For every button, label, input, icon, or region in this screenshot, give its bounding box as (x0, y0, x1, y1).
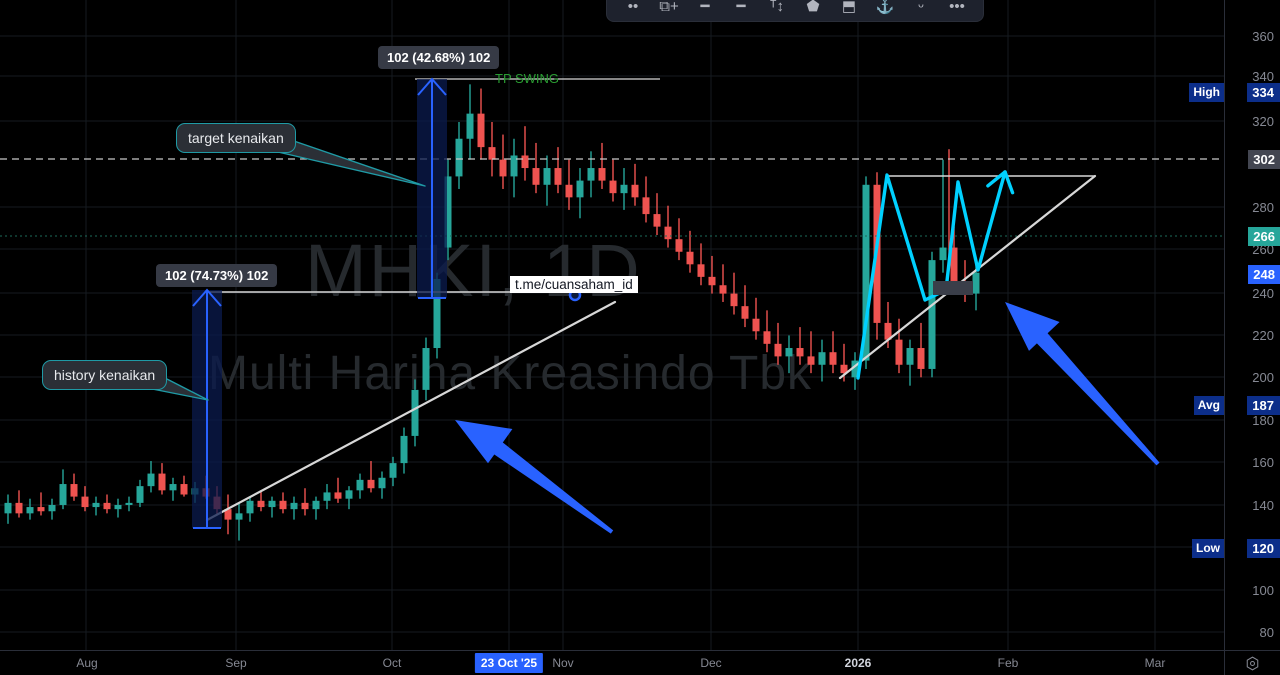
price-tick: 200 (1252, 370, 1274, 385)
callout-target-kenaikan[interactable]: target kenaikan (176, 123, 296, 153)
time-tick-label: Sep (225, 656, 247, 670)
time-tick-label: Aug (76, 656, 98, 670)
measurement-label-history[interactable]: 102 (74.73%) 102 (156, 264, 278, 287)
avg-marker-value: 187 (1247, 396, 1280, 415)
lock-icon[interactable]: ⬒ (841, 0, 857, 15)
trash-icon[interactable]: ᵕ (918, 0, 924, 15)
candlestick-series (4, 84, 980, 541)
text-settings-icon[interactable]: ᵀ↕ (770, 0, 784, 15)
drag-dots-icon[interactable]: •• (627, 0, 639, 15)
time-tick-label: Dec (700, 656, 722, 670)
measurement-label-tp[interactable]: 102 (42.68%) 102 (378, 46, 500, 69)
price-tick: 240 (1252, 286, 1274, 301)
magnet-icon[interactable]: ⬟ (806, 0, 820, 15)
anchor-icon[interactable]: ⚓ (875, 0, 895, 15)
price-tick: 360 (1252, 29, 1274, 44)
last-price-badge[interactable]: 266 (1248, 227, 1280, 246)
low-marker-value: 120 (1247, 539, 1280, 558)
time-tick-label: Nov (552, 656, 574, 670)
price-tick: 220 (1252, 328, 1274, 343)
price-tick: 80 (1259, 625, 1274, 640)
time-tick-label[interactable]: 23 Oct '25 (474, 653, 544, 673)
chart-drawings-layer[interactable] (0, 0, 1224, 650)
price-tick: 180 (1252, 413, 1274, 428)
price-tick: 280 (1252, 200, 1274, 215)
price-tick: 160 (1252, 455, 1274, 470)
more-options-icon[interactable]: ••• (949, 0, 965, 15)
add-template-icon[interactable]: ⧉+ (659, 0, 679, 15)
time-tick-label: Oct (382, 656, 402, 670)
low-marker-tag: Low (1192, 539, 1224, 558)
avg-marker-tag: Avg (1193, 396, 1224, 415)
chart-plot-area[interactable]: MHKI, 1D Multi Harina Kreasindo Tbk 102 … (0, 0, 1224, 650)
time-tick-label: 2026 (844, 656, 872, 670)
price-tick: 140 (1252, 498, 1274, 513)
high-marker-tag: High (1189, 83, 1224, 102)
time-axis[interactable]: Aug Sep Oct 23 Oct '25 Nov Dec 2026 Feb Mar (0, 650, 1280, 675)
line-thickness-icon[interactable]: ━ (700, 0, 710, 15)
tp-swing-label: TP SWING (495, 71, 560, 86)
time-tick-label: Feb (997, 656, 1019, 670)
price-tick: 100 (1252, 583, 1274, 598)
crosshair-price-badge[interactable]: 302 (1248, 150, 1280, 169)
price-axis[interactable]: 360 340 320 280 260 240 220 200 180 160 140 120 100 8… (1224, 0, 1280, 650)
callout-history-kenaikan[interactable]: history kenaikan (42, 360, 168, 390)
price-tick: 340 (1252, 69, 1274, 84)
telegram-handle-label: t.me/cuansaham_id (510, 276, 638, 293)
clock-icon[interactable] (1224, 651, 1280, 675)
price-tick: 260 (1252, 242, 1274, 257)
selected-price-badge[interactable]: 248 (1248, 265, 1280, 284)
high-marker-value: 334 (1247, 83, 1280, 102)
price-tick: 320 (1252, 114, 1274, 129)
line-style-icon[interactable]: ━ (736, 0, 746, 15)
drawing-toolbar[interactable]: •• ⧉+ ━ ━ ᵀ↕ ⬟ ⬒ ⚓ ᵕ ••• (606, 0, 984, 22)
time-tick-label: Mar (1144, 656, 1166, 670)
